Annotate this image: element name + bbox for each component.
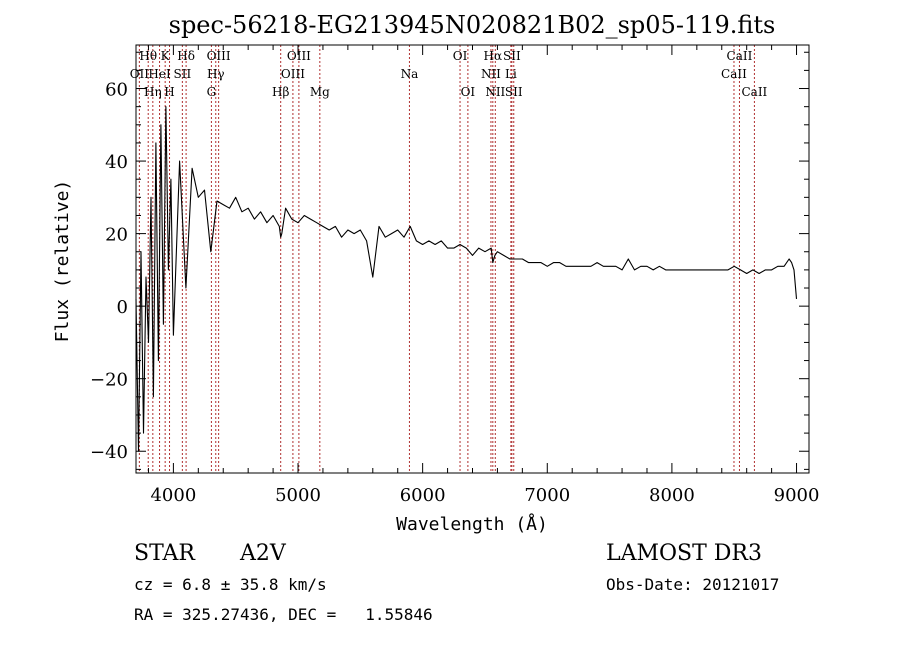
y-tick-label: −40 bbox=[90, 442, 128, 463]
x-axis-ticks: 4000 5000 6000 7000 8000 9000 bbox=[147, 45, 820, 506]
x-tick-label: 5000 bbox=[275, 485, 321, 506]
spectral-line-label: CaII bbox=[741, 85, 767, 99]
spectral-line-labels: Hθ OII Hη K HeI H Hδ SII OIII Hγ G Hβ OIII OIII Mg Na OI… bbox=[130, 49, 768, 99]
y-tick-label: 20 bbox=[105, 225, 128, 246]
spectral-line-label: OIII bbox=[287, 49, 311, 63]
object-subclass: A2V bbox=[239, 541, 287, 566]
spectral-line-label: OI bbox=[453, 49, 468, 63]
spectrum-line bbox=[135, 106, 798, 452]
x-tick-label: 7000 bbox=[524, 485, 570, 506]
spectral-line-label: Li bbox=[505, 67, 517, 81]
y-axis-label: Flux (relative) bbox=[52, 180, 73, 343]
survey-name: LAMOST DR3 bbox=[606, 541, 762, 566]
spectral-line-label: Hγ bbox=[207, 67, 225, 81]
y-tick-label: 0 bbox=[117, 297, 128, 318]
spectral-line-label: OIII bbox=[207, 49, 231, 63]
y-tick-label: −20 bbox=[90, 370, 128, 391]
spectral-line-label: Hδ bbox=[177, 49, 195, 63]
spectral-line-label: H bbox=[164, 85, 174, 99]
spectral-line-label: Na bbox=[401, 67, 419, 81]
spectral-line-label: K bbox=[161, 49, 171, 63]
spectral-line-label: Hα bbox=[484, 49, 503, 63]
spectral-line-label: Hθ bbox=[139, 49, 157, 63]
y-tick-label: 40 bbox=[105, 152, 128, 173]
spectral-line-label: OIII bbox=[281, 67, 305, 81]
spectral-line-label: G bbox=[207, 85, 217, 99]
spectral-line-markers bbox=[138, 45, 755, 473]
spectral-line-label: Hβ bbox=[272, 85, 289, 99]
object-class: STAR bbox=[134, 541, 196, 566]
spectral-line-label: SII bbox=[503, 49, 521, 63]
y-tick-label: 60 bbox=[105, 80, 128, 101]
obs-date-text: Obs-Date: 20121017 bbox=[606, 575, 779, 594]
x-axis-label: Wavelength (Å) bbox=[396, 513, 548, 535]
radec-text: RA = 325.27436, DEC = 1.55846 bbox=[134, 605, 433, 624]
spectral-line-label: CaII bbox=[727, 49, 753, 63]
spectral-line-label: HeI bbox=[148, 67, 171, 81]
spectral-line-label: OII bbox=[130, 67, 150, 81]
spectral-line-label: CaII bbox=[721, 67, 747, 81]
spectral-line-label: SII bbox=[174, 67, 192, 81]
x-tick-label: 8000 bbox=[649, 485, 695, 506]
spectral-line-label: OI bbox=[461, 85, 476, 99]
x-tick-label: 4000 bbox=[150, 485, 196, 506]
redshift-text: cz = 6.8 ± 35.8 km/s bbox=[134, 575, 327, 594]
x-tick-label: 9000 bbox=[774, 485, 820, 506]
spectral-line-label: NII bbox=[481, 67, 501, 81]
plot-frame bbox=[135, 44, 810, 474]
chart-title: spec-56218-EG213945N020821B02_sp05-119.f… bbox=[169, 11, 776, 39]
y-axis-ticks: −40 −20 0 20 40 60 bbox=[90, 51, 809, 470]
x-tick-label: 6000 bbox=[400, 485, 446, 506]
spectral-line-label: NII bbox=[485, 85, 505, 99]
spectral-line-label: Hη bbox=[144, 85, 162, 99]
spectral-line-label: Mg bbox=[310, 85, 330, 99]
spectral-line-label: SII bbox=[505, 85, 523, 99]
